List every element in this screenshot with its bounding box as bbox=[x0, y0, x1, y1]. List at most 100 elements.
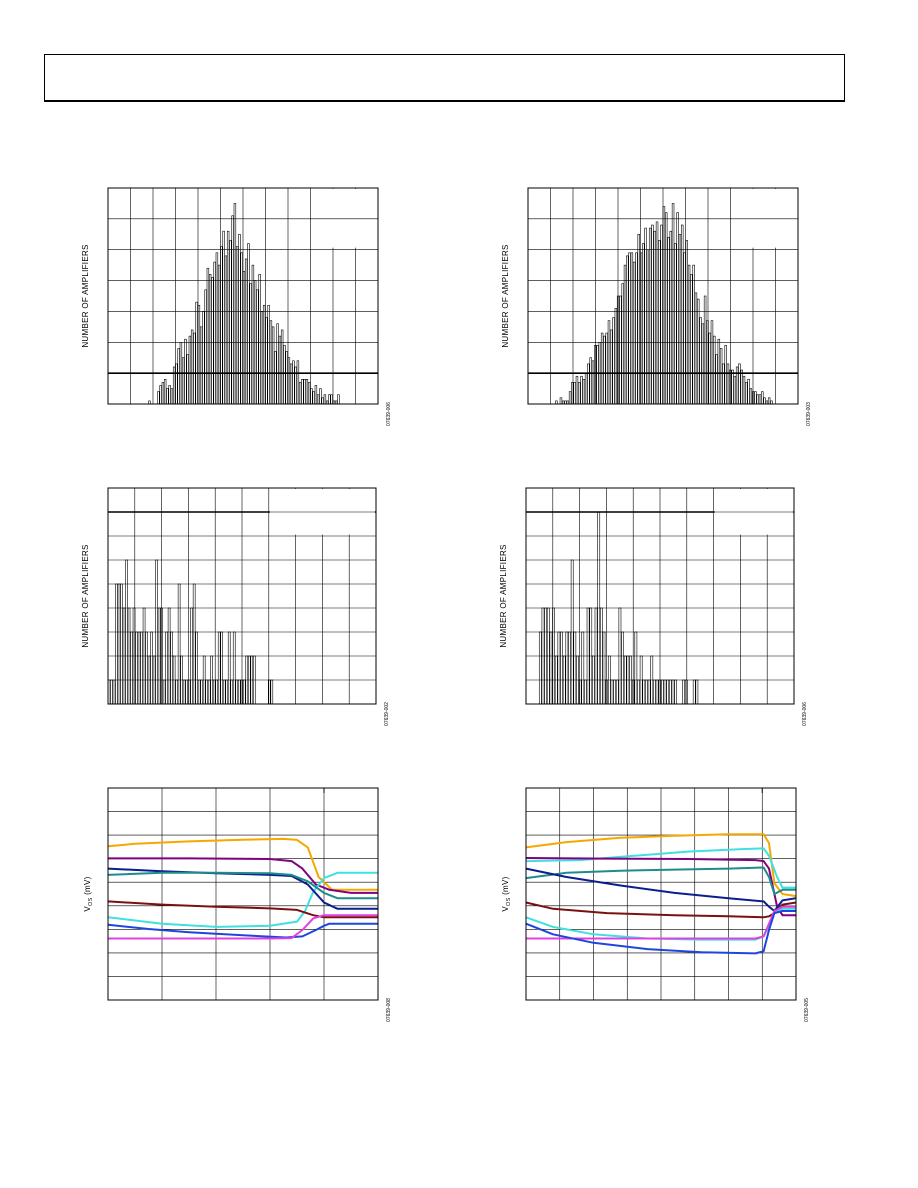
histogram-bar bbox=[738, 363, 741, 405]
histogram-bar bbox=[653, 230, 656, 405]
histogram-bar bbox=[632, 261, 636, 405]
histogram-bar bbox=[589, 357, 592, 405]
series-line-8 bbox=[108, 914, 378, 940]
histogram-bar bbox=[717, 338, 721, 405]
histogram-bar bbox=[215, 679, 218, 705]
histogram-bar bbox=[177, 348, 180, 405]
histogram-bar bbox=[607, 320, 611, 405]
histogram-bar bbox=[687, 264, 691, 405]
histogram-bar bbox=[211, 277, 214, 405]
histogram-bar bbox=[165, 631, 168, 705]
histogram-bar bbox=[199, 326, 203, 405]
histogram-bar bbox=[767, 397, 771, 405]
histogram-bar bbox=[726, 363, 730, 405]
histogram-bar bbox=[242, 679, 246, 705]
histogram-bar bbox=[763, 397, 766, 405]
histogram-bar bbox=[227, 631, 231, 705]
histogram-bar bbox=[303, 379, 306, 405]
histogram-bar bbox=[660, 224, 663, 405]
histogram-bar bbox=[232, 631, 236, 705]
histogram-bar bbox=[559, 397, 563, 405]
histogram-bar bbox=[260, 311, 264, 405]
histogram-bar bbox=[145, 631, 148, 705]
series-line-6 bbox=[107, 900, 378, 919]
histogram-bar bbox=[642, 243, 645, 405]
histogram-bar bbox=[258, 274, 261, 405]
histogram-bar bbox=[200, 679, 203, 705]
figure-id: 07639-006 bbox=[386, 402, 392, 426]
histogram-bar bbox=[701, 323, 705, 405]
histogram-bar bbox=[238, 233, 241, 405]
histogram-bar bbox=[692, 679, 696, 705]
figure-id: 07639-006 bbox=[802, 702, 808, 726]
histogram-bar bbox=[251, 264, 255, 405]
histogram-bar bbox=[161, 382, 165, 405]
histogram-bar bbox=[653, 679, 656, 705]
histogram-bar bbox=[330, 394, 333, 405]
histogram-bar bbox=[137, 631, 141, 705]
histogram-bar bbox=[685, 240, 689, 405]
histogram-bar bbox=[634, 631, 638, 705]
histogram-bar bbox=[276, 323, 279, 405]
histogram-bar bbox=[269, 320, 273, 405]
series-line-5 bbox=[525, 867, 797, 912]
histogram-bar bbox=[664, 212, 668, 405]
histogram-bar bbox=[682, 679, 685, 705]
histogram-bar bbox=[170, 631, 173, 705]
histogram-bar bbox=[217, 264, 221, 405]
histogram-bar bbox=[731, 369, 734, 405]
histogram-bar bbox=[321, 397, 324, 405]
histogram-bar bbox=[692, 264, 695, 405]
vos-line-chart-1: VOS (mV) 07639-008 bbox=[83, 787, 392, 1022]
histogram-bar bbox=[328, 394, 331, 405]
histogram-bar bbox=[749, 388, 753, 405]
histogram-bar bbox=[587, 363, 590, 405]
histogram-bar bbox=[222, 230, 225, 405]
histogram-bar bbox=[584, 679, 587, 705]
histogram-bar bbox=[186, 354, 189, 405]
histogram-bar bbox=[647, 679, 651, 705]
histogram-bar bbox=[742, 375, 746, 405]
plot-frame bbox=[107, 487, 377, 705]
histogram-bar bbox=[170, 388, 174, 405]
histogram-bar bbox=[678, 233, 682, 405]
histogram-bar bbox=[312, 391, 315, 405]
histogram-bar bbox=[619, 295, 622, 405]
histogram-bar bbox=[697, 298, 700, 405]
series-line-9 bbox=[525, 910, 796, 955]
histogram-bar bbox=[110, 679, 113, 705]
histogram-bar bbox=[262, 304, 266, 405]
histogram-bar bbox=[758, 394, 762, 405]
histogram-bar bbox=[323, 394, 327, 405]
histogram-bar bbox=[655, 679, 659, 705]
histogram-bar bbox=[676, 212, 679, 405]
figure-id: 07639-002 bbox=[384, 702, 390, 726]
y-axis-label: NUMBER OF AMPLIFIERS bbox=[499, 544, 508, 647]
histogram-bar bbox=[229, 240, 232, 405]
histogram-bar bbox=[215, 252, 219, 405]
plot-frame bbox=[107, 187, 379, 405]
histogram-bar bbox=[621, 631, 624, 705]
histogram-bar bbox=[205, 679, 208, 705]
histogram-bar bbox=[237, 679, 241, 705]
histogram-bar bbox=[628, 252, 631, 405]
histogram-bar bbox=[754, 391, 757, 405]
figure-id: 07639-008 bbox=[386, 998, 392, 1022]
histogram-bar bbox=[668, 679, 672, 705]
histogram-bar bbox=[130, 631, 133, 705]
plot-background bbox=[108, 788, 378, 1000]
histogram-bar bbox=[319, 388, 322, 405]
histogram-bar bbox=[703, 295, 707, 405]
histogram-bar bbox=[584, 372, 588, 405]
y-axis-label-subscript: OS bbox=[506, 897, 512, 906]
series-line-1 bbox=[525, 833, 797, 898]
histogram-bar bbox=[615, 679, 619, 705]
histogram-bar bbox=[694, 292, 698, 405]
histogram-bar bbox=[224, 255, 228, 405]
histogram-bar bbox=[285, 351, 288, 405]
y-axis-label: VOS (mV) bbox=[83, 876, 94, 911]
histogram-bar bbox=[613, 679, 616, 705]
histogram-bar bbox=[296, 360, 300, 405]
histogram-bar bbox=[722, 363, 725, 405]
histogram-bar bbox=[307, 382, 311, 405]
